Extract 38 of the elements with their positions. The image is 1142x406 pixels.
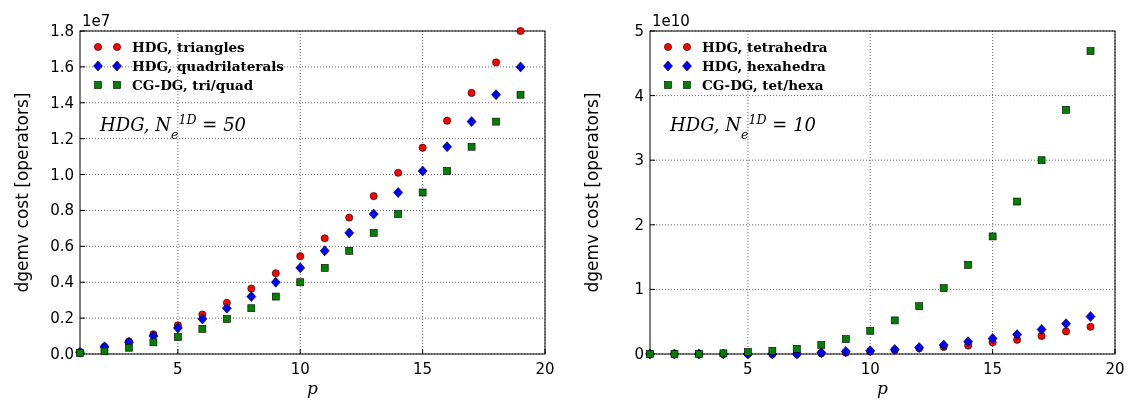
x-tick-label: 5: [173, 360, 183, 378]
y-tick-label: 0.4: [50, 273, 74, 292]
legend-label: CG-DG, tri/quad: [132, 77, 254, 93]
y-tick-label: 0: [634, 345, 644, 363]
y-tick-label: 1.4: [50, 93, 74, 112]
x-axis-title: p: [877, 378, 889, 398]
y-tick-label: 5: [634, 22, 644, 40]
y-tick-label: 0.0: [50, 345, 74, 363]
y-tick-label: 1.2: [50, 129, 74, 148]
y-tick-label: 2: [634, 215, 644, 234]
legend-label: HDG, hexahedra: [702, 58, 827, 74]
legend-label: CG-DG, tet/hexa: [702, 77, 824, 93]
x-tick-label: 10: [290, 360, 310, 378]
y-tick-label: 1.6: [50, 57, 74, 76]
y-tick-label: 3: [634, 151, 644, 170]
y-tick-label: 0.2: [50, 309, 74, 328]
legend-label: HDG, tetrahedra: [702, 39, 828, 55]
legend-label: HDG, quadrilaterals: [132, 58, 285, 74]
x-tick-label: 20: [1105, 360, 1125, 378]
annotation: HDG, N$_{e}$$^{1D}$ = 50: [99, 111, 247, 142]
y-tick-label: 0.8: [50, 201, 74, 220]
x-tick-label: 10: [860, 360, 880, 378]
x-axis-title: p: [307, 378, 319, 398]
y-tick-label: 1.8: [50, 22, 74, 40]
x-tick-label: 20: [535, 360, 555, 378]
y-axis-title: dgemv cost [operators]: [12, 92, 32, 293]
text: 1e10: [652, 12, 690, 30]
legend-label: HDG, triangles: [132, 39, 246, 55]
y-axis-title: dgemv cost [operators]: [582, 92, 602, 293]
y-tick-label: 1.0: [50, 165, 74, 184]
annotation: HDG, N$_{e}$$^{1D}$ = 10: [669, 111, 817, 142]
y-tick-label: 4: [634, 86, 644, 105]
x-tick-label: 15: [983, 360, 1003, 378]
x-tick-label: 15: [413, 360, 433, 378]
x-tick-label: 5: [743, 360, 753, 378]
text: 1e7: [82, 12, 111, 30]
y-tick-label: 1: [634, 280, 644, 299]
y-tick-label: 0.6: [50, 237, 74, 256]
